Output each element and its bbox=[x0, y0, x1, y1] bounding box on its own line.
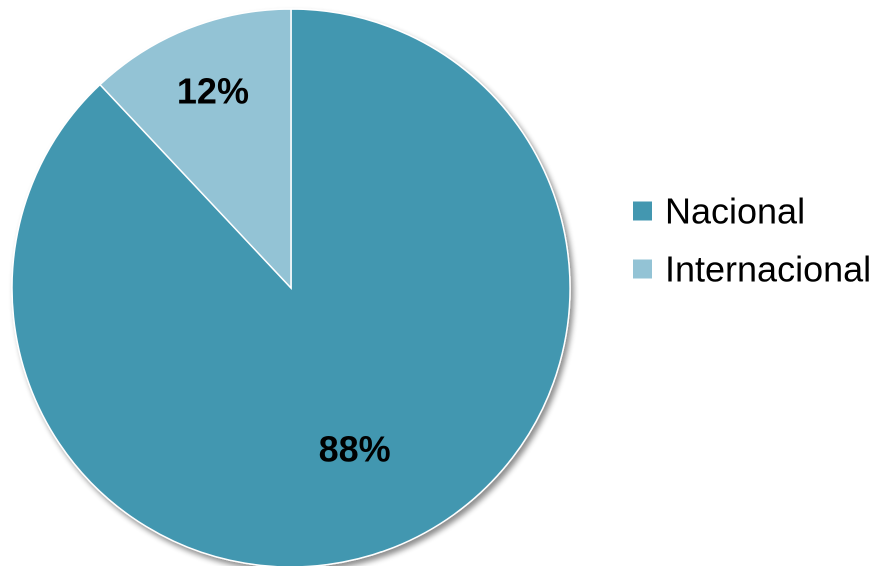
pie-data-labels: 88% 12% bbox=[177, 70, 391, 469]
pie-slices bbox=[11, 8, 571, 566]
data-label-internacional: 12% bbox=[177, 70, 249, 111]
legend-swatch-internacional bbox=[633, 259, 652, 279]
pie-slice-nacional bbox=[11, 8, 571, 566]
data-label-nacional: 88% bbox=[319, 428, 391, 469]
legend-swatch-nacional bbox=[633, 201, 652, 221]
pie-slice-internacional bbox=[98, 8, 292, 290]
legend: Nacional Internacional bbox=[633, 191, 871, 290]
legend-label-nacional: Nacional bbox=[665, 191, 805, 232]
legend-label-internacional: Internacional bbox=[665, 249, 871, 290]
